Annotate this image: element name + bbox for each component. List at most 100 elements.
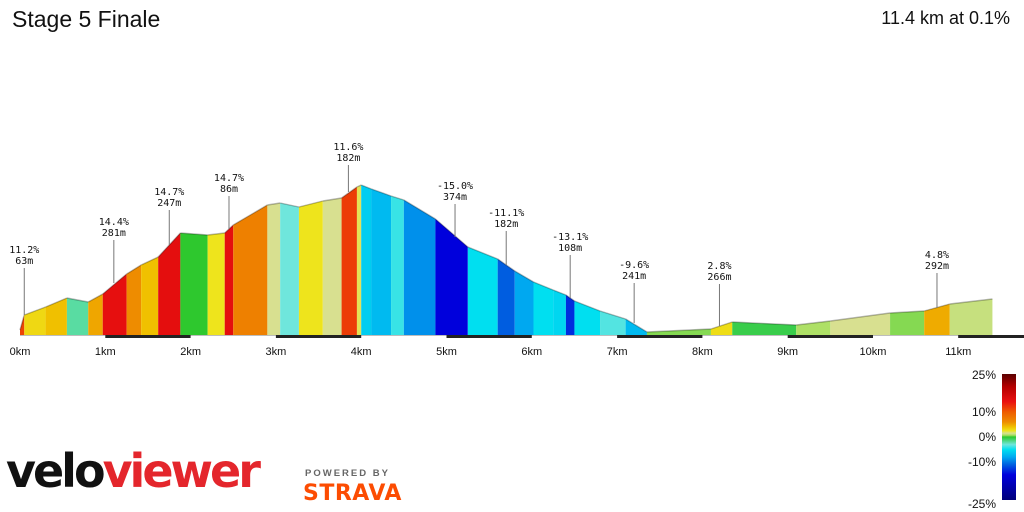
profile-edge-33 <box>646 328 711 333</box>
annotation-grade-6: -11.1% <box>488 208 524 219</box>
x-tick-label: 1km <box>95 346 116 358</box>
grade-scale-bar <box>1002 374 1016 500</box>
profile-edge-13 <box>267 202 281 206</box>
profile-segment-34 <box>710 322 733 335</box>
profile-segment-25 <box>497 259 515 335</box>
strava-logo: STRAVA <box>303 481 402 506</box>
annotation-grade-0: 11.2% <box>9 245 39 256</box>
profile-edge-4 <box>87 293 104 303</box>
profile-segment-37 <box>830 313 891 335</box>
profile-segment-36 <box>796 321 831 335</box>
axis-km-band-1 <box>105 335 191 338</box>
profile-edge-34 <box>710 321 733 330</box>
profile-segment-23 <box>435 219 468 335</box>
x-tick-label: 3km <box>266 346 287 358</box>
grade-scale-label-4: -25% <box>968 497 996 511</box>
profile-edge-24 <box>467 246 498 260</box>
profile-segment-31 <box>600 311 626 335</box>
profile-edge-22 <box>403 199 436 220</box>
profile-edge-1 <box>24 306 46 316</box>
profile-segment-12 <box>233 205 268 335</box>
profile-edge-30 <box>574 300 601 312</box>
annotation-length-0: 63m <box>15 256 33 267</box>
profile-segment-20 <box>371 189 392 335</box>
profile-segment-30 <box>574 301 601 335</box>
profile-segment-28 <box>553 290 566 335</box>
profile-segment-8 <box>158 233 181 335</box>
profile-edge-9 <box>180 232 208 236</box>
annotation-grade-5: -15.0% <box>437 181 473 192</box>
annotation-length-8: 241m <box>622 271 646 282</box>
x-tick-label: 8km <box>692 346 713 358</box>
profile-edge-28 <box>552 289 567 296</box>
profile-segment-21 <box>391 196 404 335</box>
grade-scale-label-2: 0% <box>979 430 997 444</box>
profile-edge-14 <box>280 202 300 208</box>
x-tick-label: 4km <box>351 346 372 358</box>
profile-edge-18 <box>356 184 362 188</box>
profile-edge-27 <box>533 281 554 291</box>
profile-segment-2 <box>45 298 67 335</box>
distance-axis: 0km 1km 2km 3km 4km 5km 6km 7km 8km 9km 10km 11km <box>10 335 1024 358</box>
x-tick-label: 7km <box>607 346 628 358</box>
profile-segment-39 <box>924 304 950 335</box>
annotation-length-10: 292m <box>925 261 949 272</box>
profile-segment-9 <box>180 233 208 335</box>
profile-segment-24 <box>467 247 498 335</box>
profile-segment-33 <box>646 329 711 335</box>
annotation-grade-9: 2.8% <box>707 261 731 272</box>
annotation-length-6: 182m <box>494 219 518 230</box>
x-tick-label: 2km <box>180 346 201 358</box>
annotation-grade-1: 14.4% <box>99 217 129 228</box>
profile-segment-22 <box>403 200 436 335</box>
grade-color-scale: 25% 10% 0% -10% -25% <box>968 368 1016 511</box>
profile-edge-21 <box>390 195 405 201</box>
elevation-profile-chart: 0km 1km 2km 3km 4km 5km 6km 7km 8km 9km 10km 11km 1… <box>9 142 1024 358</box>
annotation-grade-8: -9.6% <box>619 260 649 271</box>
profile-segment-16 <box>322 198 342 335</box>
profile-segment-32 <box>625 319 647 335</box>
route-summary: 11.4 km at 0.1% <box>881 8 1010 28</box>
profile-edge-31 <box>599 310 626 320</box>
profile-segment-7 <box>141 257 159 335</box>
grade-scale-labels: 25% 10% 0% -10% -25% <box>968 368 996 511</box>
x-tick-label: 0km <box>10 346 31 358</box>
profile-edge-36 <box>796 320 831 326</box>
x-tick-label: 6km <box>521 346 542 358</box>
axis-km-band-11 <box>958 335 993 338</box>
profile-segment-15 <box>298 201 323 335</box>
profile-edge-17 <box>341 186 358 199</box>
profile-segment-13 <box>267 203 281 335</box>
annotation-length-2: 247m <box>157 198 181 209</box>
profile-edge-7 <box>140 256 159 266</box>
grade-scale-label-0: 25% <box>972 368 996 382</box>
annotation-length-1: 281m <box>102 228 126 239</box>
powered-by-text: POWERED BY <box>305 468 390 479</box>
profile-edge-10 <box>207 232 225 236</box>
profile-edge-16 <box>322 197 342 202</box>
profile-segment-27 <box>533 282 554 335</box>
climb-annotations: 11.2%63m14.4%281m14.7%247m14.7%86m11.6%1… <box>9 142 949 326</box>
profile-edge-2 <box>45 297 68 308</box>
profile-edge-3 <box>66 297 89 303</box>
profile-edge-26 <box>514 270 534 283</box>
profile-segment-35 <box>732 322 797 335</box>
axis-km-band-3 <box>275 335 362 338</box>
profile-edge-23 <box>434 218 469 248</box>
profile-segment-1 <box>24 307 46 335</box>
profile-segment-6 <box>126 265 142 335</box>
annotation-grade-7: -13.1% <box>552 232 588 243</box>
profile-edge-40 <box>949 298 993 305</box>
x-tick-label: 9km <box>777 346 798 358</box>
profile-segment-40 <box>949 299 993 335</box>
profile-segment-17 <box>341 187 357 335</box>
profile-segment-14 <box>280 203 299 335</box>
annotation-length-7: 108m <box>558 243 582 254</box>
axis-km-band-5 <box>446 335 532 338</box>
profile-edge-37 <box>830 312 891 322</box>
profile-segment-3 <box>66 298 89 335</box>
axis-km-band-7 <box>617 335 703 338</box>
profile-segment-4 <box>88 294 103 335</box>
profile-segment-11 <box>224 225 234 335</box>
annotation-length-3: 86m <box>220 184 238 195</box>
